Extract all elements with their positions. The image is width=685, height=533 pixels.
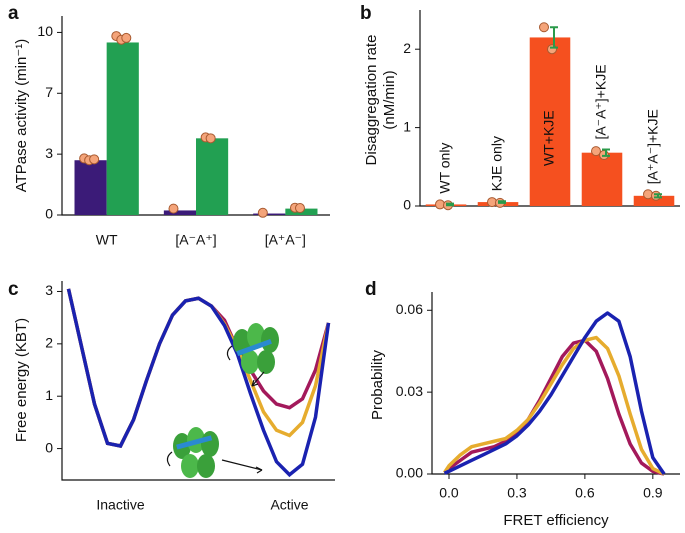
error-bar <box>446 202 454 207</box>
x-tick-label: Active <box>270 497 308 513</box>
molecule-icon <box>166 427 263 478</box>
y-tick-label: 0.03 <box>396 383 423 399</box>
energy-curve <box>66 288 331 478</box>
category-label: WT+KJE <box>541 110 557 166</box>
error-bar <box>654 193 662 199</box>
panel-label: d <box>365 279 377 300</box>
panel-label: b <box>360 3 372 24</box>
y-tick-label: 10 <box>37 23 53 39</box>
replicate-point <box>205 133 216 144</box>
category-label: WT only <box>437 143 453 194</box>
replicate-point <box>168 203 179 214</box>
bar <box>163 210 196 215</box>
replicate-point <box>121 32 132 43</box>
x-tick-label: [A⁺A⁻] <box>265 232 306 248</box>
replicate-point <box>643 189 653 200</box>
y-tick-label: 3 <box>45 145 53 161</box>
bar <box>529 37 571 206</box>
x-tick-label: 0.6 <box>575 485 595 501</box>
y-tick-label: 2 <box>403 40 411 56</box>
y-tick-label: 1 <box>403 118 411 134</box>
error-bar <box>498 200 506 204</box>
category-label: [A⁺A⁻]+KJE <box>645 109 661 184</box>
y-tick-label: 0.00 <box>396 465 423 481</box>
energy-curve <box>66 288 331 448</box>
replicate-point <box>651 190 661 201</box>
energy-curve <box>66 288 331 448</box>
bar <box>581 152 623 206</box>
replicate-point <box>294 203 305 214</box>
bar <box>633 195 675 206</box>
y-tick-label: 0 <box>403 197 411 213</box>
bar <box>253 213 286 215</box>
y-axis-label: Free energy (KBT) <box>13 318 30 442</box>
y-tick-label: 3 <box>45 282 53 298</box>
bar <box>106 42 139 216</box>
bar <box>74 160 107 215</box>
y-tick-label: 1 <box>45 387 53 403</box>
replicate-point <box>257 207 268 218</box>
y-tick-label: 0 <box>45 206 53 222</box>
y-tick-label: 0.06 <box>396 301 423 317</box>
error-bar <box>550 26 558 49</box>
category-label: KJE only <box>489 136 505 191</box>
panel-label: a <box>8 3 19 24</box>
y-axis-label: ATPase activity (min⁻¹) <box>13 39 30 193</box>
y-tick-label: 2 <box>45 335 53 351</box>
replicate-point <box>89 154 100 165</box>
x-axis-label: FRET efficiency <box>503 512 609 529</box>
fret-curve <box>443 338 665 476</box>
molecule-icon <box>226 323 279 387</box>
y-axis-label: Probability <box>369 349 386 420</box>
y-tick-label: 0 <box>45 439 53 455</box>
error-bar <box>602 148 610 157</box>
x-tick-label: Inactive <box>96 497 144 513</box>
axis <box>61 281 335 481</box>
replicate-point <box>547 44 557 55</box>
replicate-point <box>539 22 549 33</box>
y-axis-label: (nM/min) <box>381 70 398 129</box>
category-label: [A⁻A⁺]+KJE <box>593 64 609 139</box>
x-tick-label: WT <box>96 232 118 248</box>
bar <box>196 138 229 215</box>
x-tick-label: 0.3 <box>507 485 527 501</box>
panel-label: c <box>8 279 19 300</box>
y-tick-label: 7 <box>45 84 53 100</box>
fret-curve <box>443 311 666 475</box>
x-tick-label: 0.0 <box>439 485 459 501</box>
y-axis-label: Disaggregation rate <box>363 35 380 166</box>
fret-curve <box>442 335 665 476</box>
x-tick-label: 0.9 <box>643 485 663 501</box>
replicate-point <box>591 146 601 157</box>
x-tick-label: [A⁻A⁺] <box>175 232 216 248</box>
